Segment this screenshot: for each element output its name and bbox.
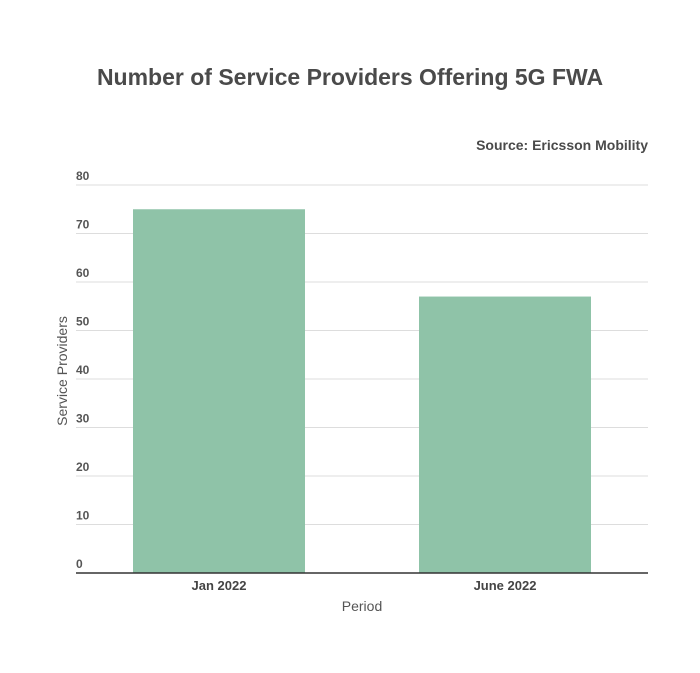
y-tick-label: 20: [76, 460, 90, 474]
y-tick-label: 70: [76, 218, 90, 232]
y-tick-label: 60: [76, 266, 90, 280]
bar: [419, 296, 591, 573]
x-tick-label: June 2022: [474, 578, 537, 593]
chart-title: Number of Service Providers Offering 5G …: [96, 64, 604, 90]
y-axis-title: Service Providers: [54, 316, 70, 426]
axes: 0 10 20 30 40 50 60 70 80 Jan 2022 June 2022: [76, 169, 648, 593]
bar: [133, 209, 305, 573]
y-tick-label: 40: [76, 363, 90, 377]
bars: [133, 209, 591, 573]
x-tick-label: Jan 2022: [192, 578, 247, 593]
y-tick-label: 80: [76, 169, 90, 183]
source-note: Source: Ericsson Mobility: [476, 137, 648, 153]
y-tick-label: 30: [76, 412, 90, 426]
y-tick-label: 0: [76, 557, 83, 571]
y-tick-label: 50: [76, 315, 90, 329]
y-tick-label: 10: [76, 509, 90, 523]
x-axis-title: Period: [342, 598, 382, 614]
